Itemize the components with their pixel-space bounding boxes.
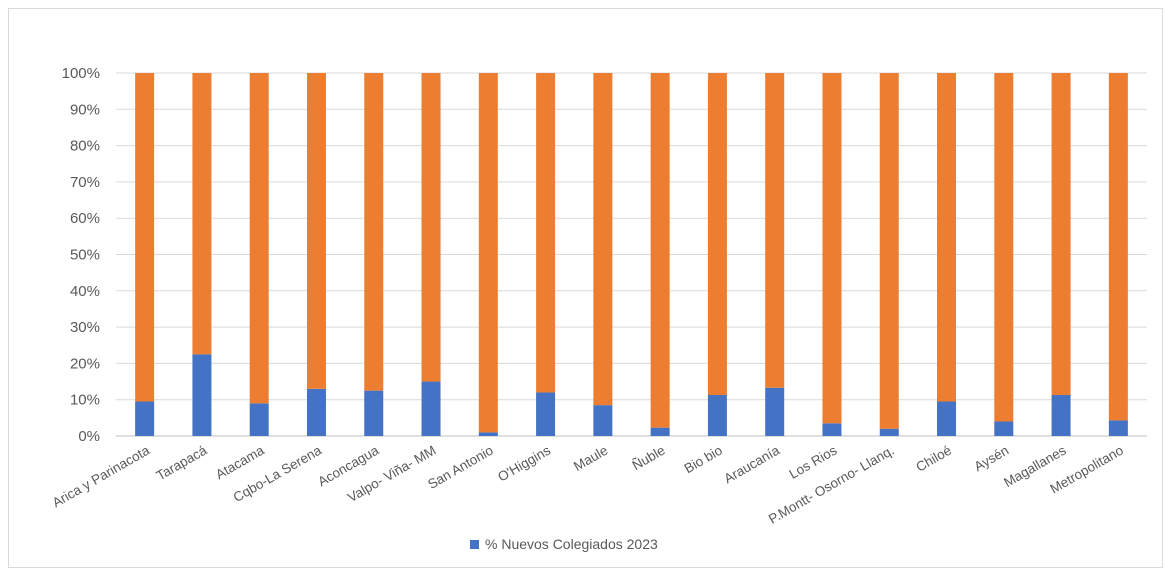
x-tick-label: Araucanía	[721, 442, 782, 486]
bar-remainder	[879, 73, 899, 429]
bar-nuevos-colegiados	[1051, 394, 1071, 436]
bar-remainder	[249, 73, 269, 404]
bar-remainder	[421, 73, 441, 382]
legend: % Nuevos Colegiados 2023	[470, 536, 658, 552]
bar-nuevos-colegiados	[937, 401, 957, 436]
x-tick-label: Aysén	[972, 443, 1012, 475]
bar-nuevos-colegiados	[364, 390, 384, 436]
x-tick-label: Chiloé	[913, 443, 954, 475]
bar-nuevos-colegiados	[306, 388, 326, 436]
bar-remainder	[650, 73, 670, 428]
x-axis-ticks: Arica y Parinacota Tarapacá AtacamaCqbo-La…	[50, 442, 1126, 526]
bar-remainder	[765, 73, 785, 388]
y-tick-label: 40%	[70, 283, 100, 300]
bar-nuevos-colegiados	[593, 405, 613, 436]
bar-remainder	[994, 73, 1014, 422]
y-tick-label: 100%	[62, 65, 100, 82]
bar-nuevos-colegiados	[478, 432, 498, 436]
gridlines	[116, 72, 1147, 437]
x-tick-label: O'Higgins	[495, 442, 553, 484]
y-tick-label: 80%	[70, 138, 100, 155]
bar-remainder	[135, 73, 155, 402]
x-tick-label: Tarapacá	[154, 442, 210, 483]
bar-nuevos-colegiados	[879, 428, 899, 436]
bar-nuevos-colegiados	[192, 354, 212, 436]
y-tick-label: 20%	[70, 355, 100, 372]
bar-remainder	[478, 73, 498, 433]
bar-remainder	[192, 73, 212, 355]
bar-remainder	[1108, 73, 1128, 421]
y-tick-label: 0%	[78, 428, 100, 445]
bar-nuevos-colegiados	[650, 427, 670, 436]
legend-swatch	[470, 540, 479, 549]
y-tick-label: 90%	[70, 101, 100, 118]
x-tick-label: Maule	[571, 443, 610, 474]
bar-nuevos-colegiados	[421, 381, 441, 436]
bar-nuevos-colegiados	[765, 387, 785, 436]
y-axis-ticks: 0% 10% 20% 30% 40% 50% 60% 70% 80% 90% 100%	[62, 65, 100, 445]
y-tick-label: 60%	[70, 210, 100, 227]
legend-label: % Nuevos Colegiados 2023	[485, 536, 658, 552]
bar-nuevos-colegiados	[1108, 420, 1128, 436]
bar-remainder	[937, 73, 957, 402]
bar-remainder	[536, 73, 556, 393]
bar-nuevos-colegiados	[135, 401, 155, 436]
x-tick-label: Ñuble	[630, 443, 668, 474]
y-tick-label: 10%	[70, 392, 100, 409]
bar-remainder	[306, 73, 326, 389]
y-tick-label: 50%	[70, 247, 100, 264]
bar-remainder	[822, 73, 842, 424]
bar-nuevos-colegiados	[707, 394, 727, 436]
bar-nuevos-colegiados	[536, 392, 556, 436]
bar-nuevos-colegiados	[822, 423, 842, 436]
x-tick-label: Bio bio	[682, 443, 725, 477]
x-tick-label: San Antonio	[425, 443, 496, 492]
bar-nuevos-colegiados	[994, 421, 1014, 436]
bar-remainder	[364, 73, 384, 391]
x-tick-label: Arica y Parinacota	[50, 442, 153, 510]
y-tick-label: 30%	[70, 319, 100, 336]
y-tick-label: 70%	[70, 174, 100, 191]
bar-remainder	[707, 73, 727, 395]
bars	[135, 73, 1128, 436]
bar-nuevos-colegiados	[249, 403, 269, 436]
bar-remainder	[1051, 73, 1071, 395]
bar-remainder	[593, 73, 613, 406]
